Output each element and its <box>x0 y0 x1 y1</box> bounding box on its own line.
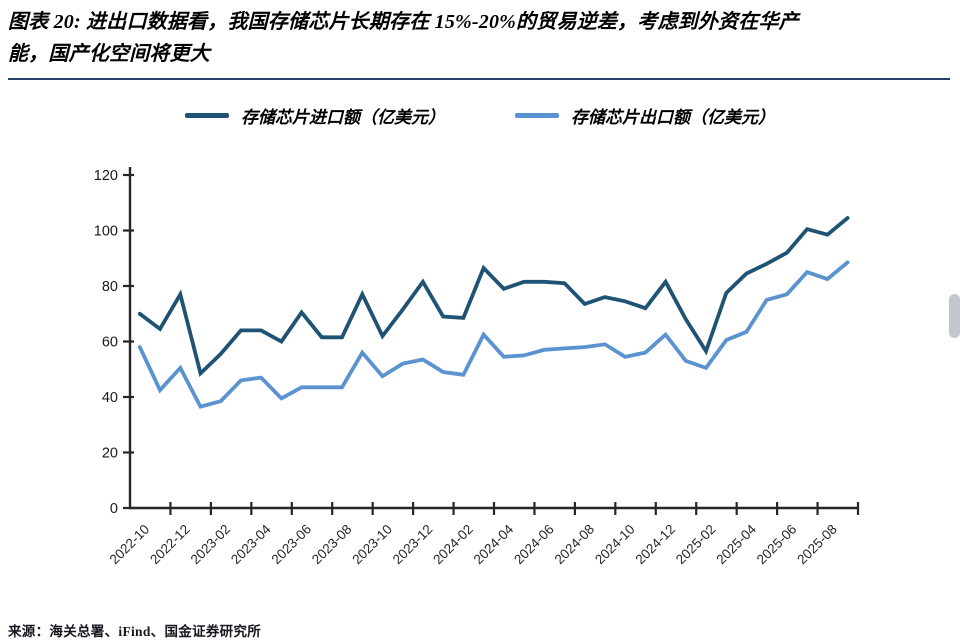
line-chart: 0 20 40 60 80 100 120 2022-10 2022-12 2023-02 2023… <box>0 140 960 615</box>
import-line-swatch <box>185 113 229 118</box>
export-line-swatch <box>515 113 559 118</box>
y-axis-label: 100 <box>94 224 118 240</box>
x-axis-label: 2023-12 <box>390 522 436 568</box>
y-axis-label: 60 <box>102 335 118 351</box>
x-axis-label: 2023-10 <box>349 522 395 568</box>
y-axis-label: 40 <box>102 390 118 406</box>
x-axis-label: 2024-08 <box>552 522 598 568</box>
legend-item-export: 存储芯片出口额（亿美元） <box>515 103 775 128</box>
x-axis-label: 2024-10 <box>592 522 638 568</box>
export-legend-label: 存储芯片出口额（亿美元） <box>571 108 775 127</box>
x-axis-label: 2023-02 <box>188 522 234 568</box>
source-text: 来源：海关总署、iFind、国金证券研究所 <box>8 624 262 639</box>
import-line-series <box>137 216 850 378</box>
x-axis-label: 2022-12 <box>147 522 193 568</box>
x-axis-label: 2025-02 <box>673 522 719 568</box>
line-chart-canvas: 0204060801001202022-102022-122023-022023… <box>94 167 860 568</box>
x-axis-label: 2024-04 <box>471 521 517 567</box>
scrollbar-thumb[interactable] <box>949 294 960 338</box>
x-axis-label: 2023-06 <box>268 522 314 568</box>
x-axis-label: 2024-12 <box>632 522 678 568</box>
y-axis-label: 20 <box>102 446 118 462</box>
legend-item-import: 存储芯片进口额（亿美元） <box>185 103 445 128</box>
x-axis-label: 2023-08 <box>309 522 355 568</box>
chart-title-line2: 能，国产化空间将更大 <box>8 43 210 65</box>
y-axis-label: 80 <box>102 279 118 295</box>
x-axis-label: 2025-04 <box>713 521 759 567</box>
y-axis-label: 0 <box>110 501 118 517</box>
x-axis-label: 2024-06 <box>511 522 557 568</box>
import-legend-label: 存储芯片进口额（亿美元） <box>241 108 445 127</box>
x-axis-label: 2023-04 <box>228 521 274 567</box>
x-axis-label: 2024-02 <box>430 522 476 568</box>
export-line-series <box>137 260 850 409</box>
title-divider <box>8 78 950 80</box>
x-axis-label: 2025-06 <box>754 522 800 568</box>
chart-title-line1: 图表 20: 进出口数据看，我国存储芯片长期存在 15%-20%的贸易逆差，考虑… <box>8 11 799 33</box>
chart-legend: 存储芯片进口额（亿美元） 存储芯片出口额（亿美元） <box>0 103 960 128</box>
chart-title: 图表 20: 进出口数据看，我国存储芯片长期存在 15%-20%的贸易逆差，考虑… <box>8 6 948 70</box>
x-axis-label: 2022-10 <box>107 522 153 568</box>
x-axis-label: 2025-08 <box>794 522 840 568</box>
y-axis-label: 120 <box>94 168 118 184</box>
